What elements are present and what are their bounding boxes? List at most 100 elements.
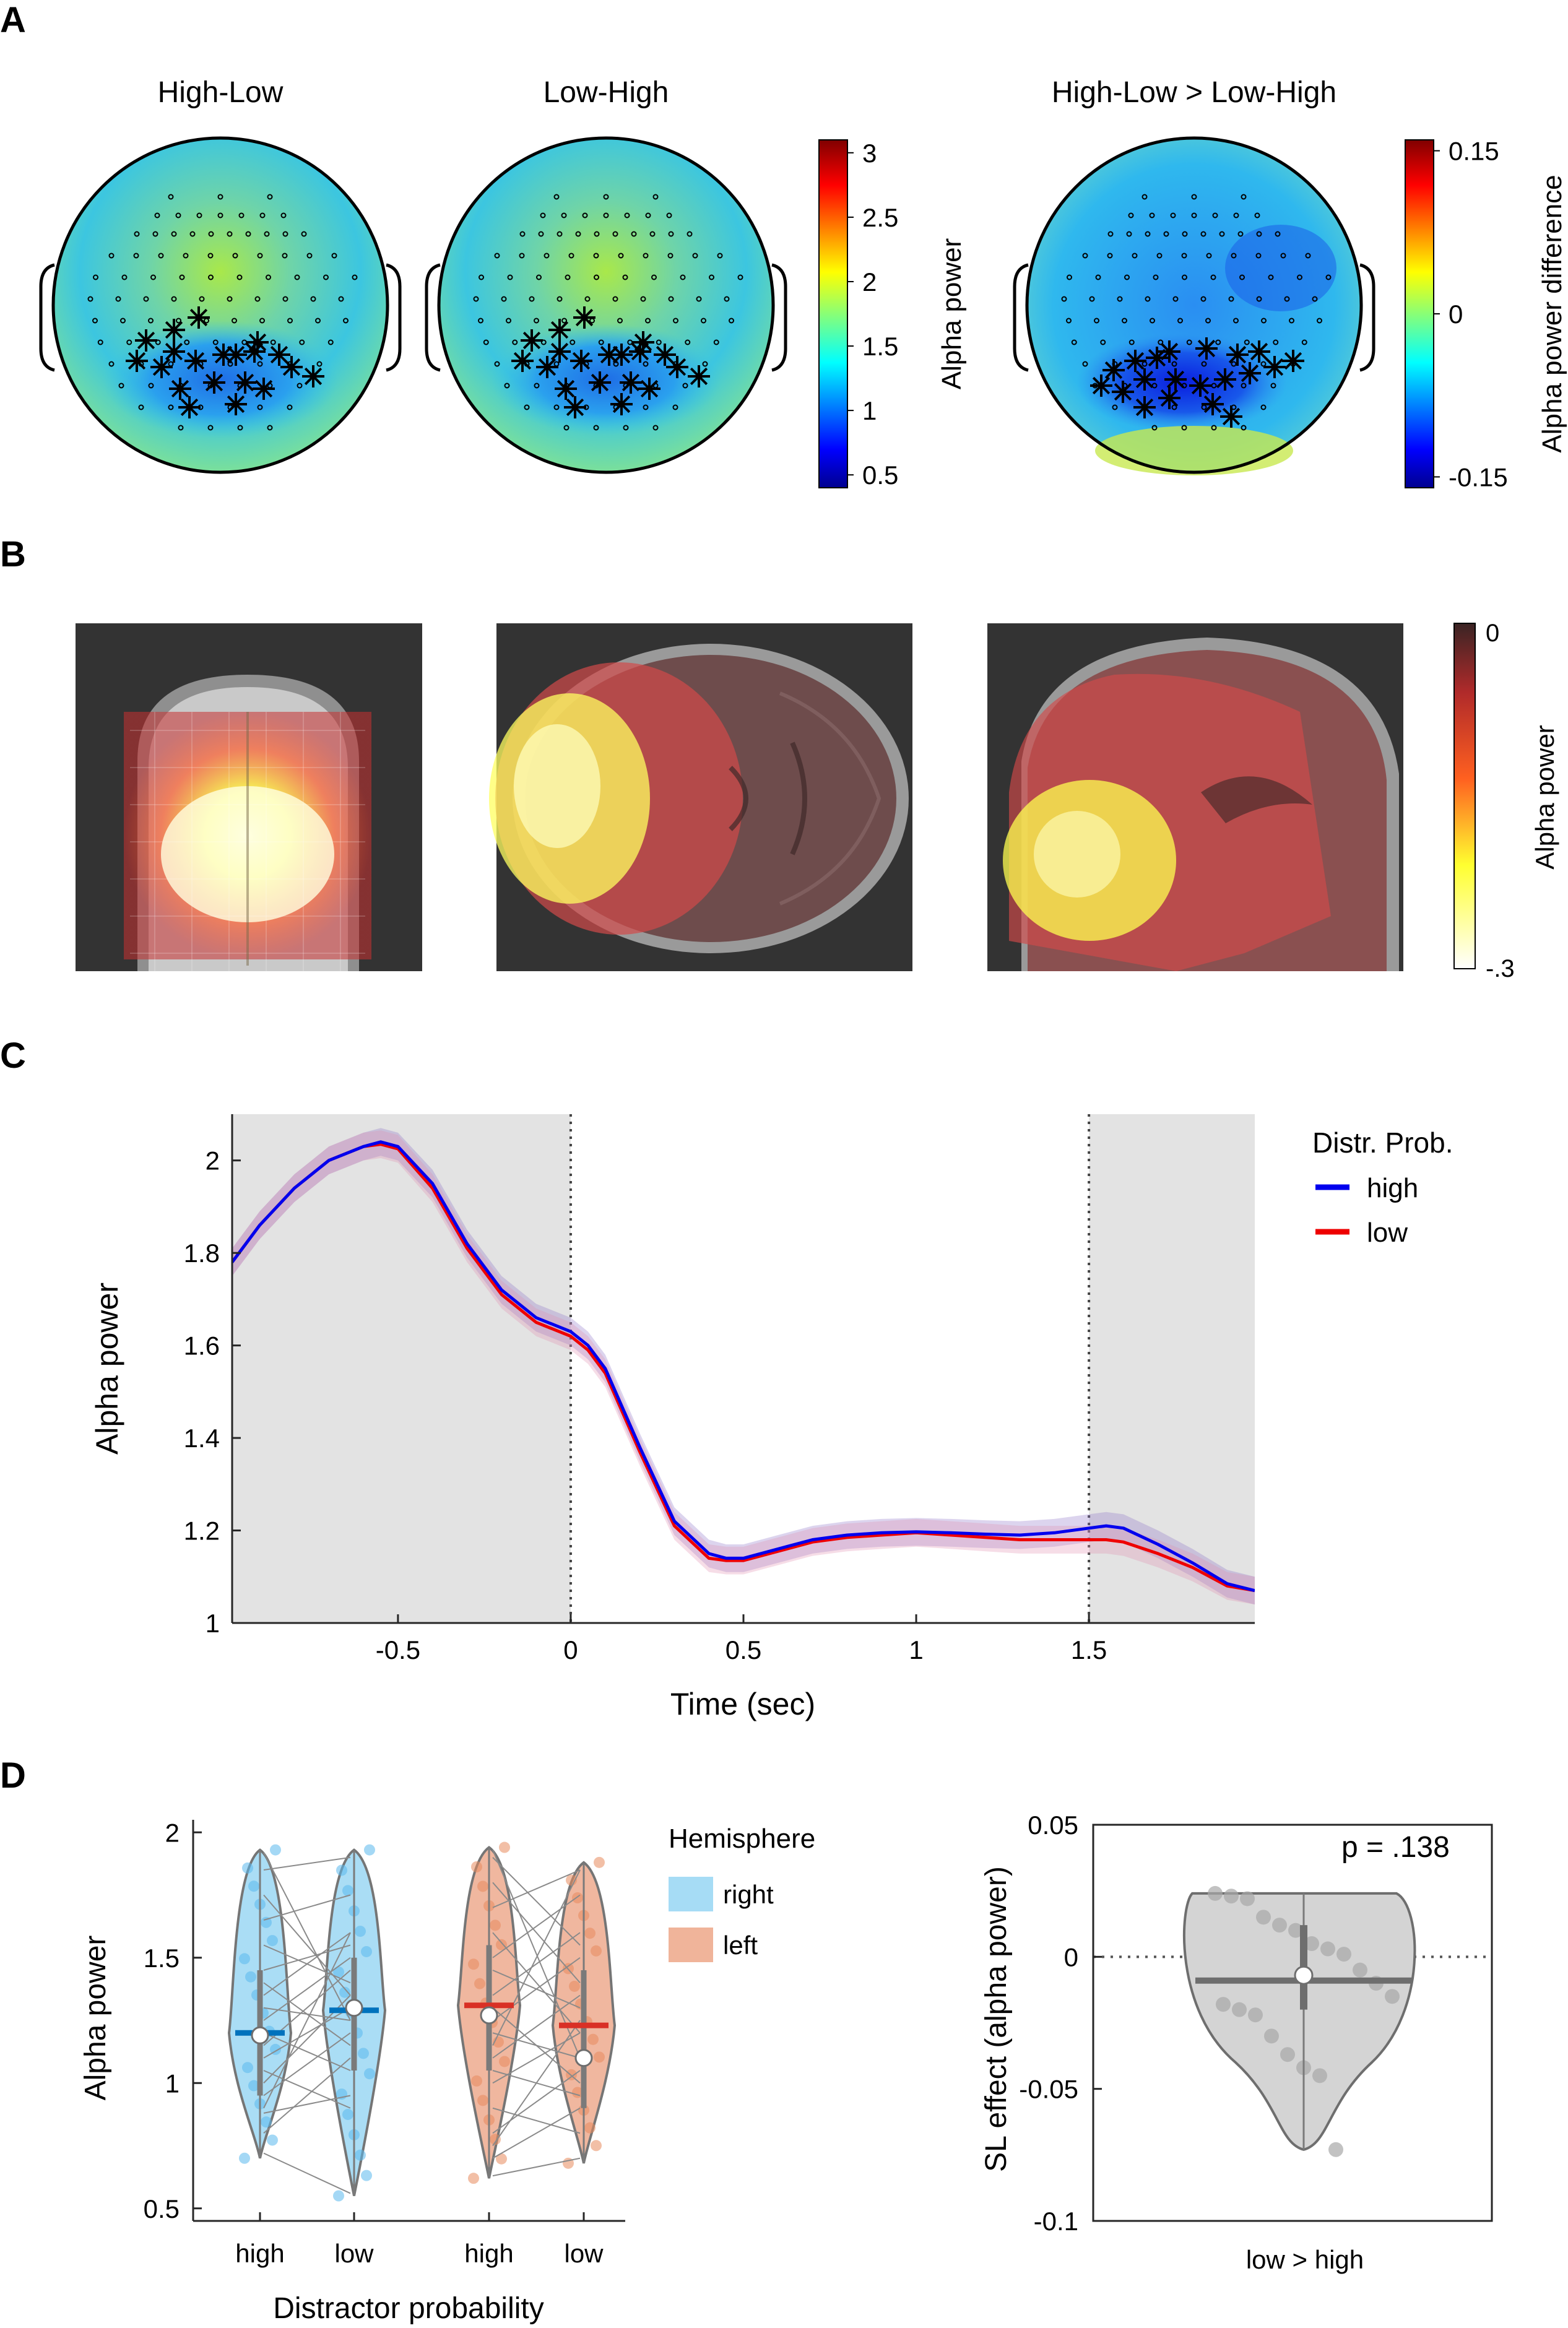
electrode-dot	[1270, 383, 1276, 389]
electrode-dot	[1241, 194, 1247, 200]
electrode-dot	[538, 231, 544, 237]
electrode-dot	[717, 253, 723, 259]
pair-line	[263, 1852, 351, 2021]
electrode-star-icon	[1214, 368, 1236, 391]
significant-electrodes	[126, 306, 324, 418]
electrode-dot	[1067, 274, 1072, 280]
electrode-dot	[287, 404, 293, 410]
electrode-dot	[1094, 318, 1099, 324]
data-point	[1280, 2047, 1295, 2062]
y-tick-label: 1	[206, 1609, 220, 1638]
y-tick-label: 2	[206, 1146, 220, 1175]
electrode-dot	[1089, 296, 1095, 302]
electrode-dot	[529, 296, 535, 302]
electrode-dot	[594, 274, 599, 280]
electrode-dot	[685, 339, 691, 345]
data-point	[267, 2134, 278, 2146]
electrode-dot	[645, 212, 651, 219]
data-point	[239, 1953, 250, 1965]
data-point	[355, 1926, 366, 1937]
electrode-dot	[154, 212, 160, 219]
electrode-dot	[266, 274, 271, 280]
colorbar-tick-label: 1	[862, 396, 877, 425]
data-point	[239, 2152, 250, 2164]
right-ear-icon	[771, 263, 787, 372]
electrode-dot	[133, 253, 139, 259]
electrode-dot	[257, 361, 263, 367]
y-tick-label: 1.2	[184, 1517, 220, 1546]
electrode-star-icon	[548, 319, 571, 341]
electrode-star-icon	[234, 371, 256, 394]
left-ear-icon	[425, 263, 441, 372]
x-tick-label: high	[235, 2239, 284, 2268]
pair-line	[263, 1894, 351, 1921]
electrode-dot	[254, 296, 261, 302]
data-point	[477, 1880, 488, 1892]
electrode-star-icon	[1263, 356, 1286, 378]
electrode-dot	[168, 404, 174, 410]
data-point	[1240, 1891, 1255, 1906]
electrode-star-icon	[150, 356, 173, 378]
electrode-dot	[668, 296, 674, 302]
electrode-dot	[506, 318, 511, 324]
significant-electrodes	[1090, 337, 1304, 428]
electrode-star-icon	[203, 371, 225, 394]
pair-line	[492, 1869, 581, 1908]
electrode-dot	[603, 194, 609, 200]
electrode-dot	[473, 296, 479, 302]
legend-label-left: left	[723, 1931, 758, 1960]
data-point	[496, 2153, 507, 2165]
y-tick-label: 0.5	[144, 2194, 180, 2223]
electrode-dot	[1212, 212, 1218, 219]
y-tick-label: 1	[165, 2069, 180, 2098]
data-point	[242, 2062, 253, 2074]
electrode-dot	[1206, 253, 1212, 259]
electrode-star-icon	[1226, 344, 1249, 366]
electrode-dot	[696, 296, 702, 302]
right-ear-icon	[1359, 263, 1375, 372]
electrode-dot	[238, 212, 245, 219]
alpha-blob	[103, 321, 338, 438]
pair-line	[263, 2032, 351, 2096]
electrode-star-icon	[212, 344, 235, 366]
electrode-dot	[282, 253, 288, 259]
y-tick-label: 1.8	[184, 1239, 220, 1268]
electrode-dot	[1219, 231, 1225, 237]
electrode-dot	[598, 339, 604, 345]
electrode-dot	[282, 296, 288, 302]
electrode-dot	[158, 253, 164, 259]
electrode-dot	[1255, 253, 1262, 259]
electrode-dot	[1231, 253, 1237, 259]
electrode-dot	[1241, 425, 1247, 431]
data-point	[1232, 2002, 1247, 2017]
electrode-star-icon	[1202, 393, 1224, 415]
data-point	[1304, 1936, 1319, 1951]
legend-title: Distr. Prob.	[1312, 1127, 1453, 1159]
electrode-dot	[138, 404, 144, 410]
topoplot-high-low	[39, 136, 402, 474]
electrode-star-icon	[1220, 405, 1242, 428]
electrode-star-icon	[135, 329, 157, 352]
electrode-dot	[1150, 318, 1155, 324]
electrode-dot	[121, 274, 128, 280]
electrode-dot	[118, 383, 124, 389]
electrode-dot	[196, 212, 202, 219]
electrode-dot	[645, 318, 651, 324]
electrode-dot	[1122, 318, 1127, 324]
right-ear-icon	[386, 263, 402, 372]
pair-line	[492, 2070, 581, 2134]
pair-line	[263, 1856, 351, 1871]
data-point	[1208, 1885, 1223, 1901]
electrode-dot	[1201, 361, 1207, 367]
electrode-dot	[257, 253, 263, 259]
electrode-dot	[237, 425, 243, 431]
x-tick-label: 1.5	[1071, 1635, 1107, 1664]
electrode-star-icon	[1248, 340, 1270, 363]
electrode-dot	[534, 318, 539, 324]
electrode-star-icon	[163, 319, 185, 341]
panel-letter-b: B	[0, 534, 26, 574]
data-point	[471, 2075, 482, 2087]
electrode-dot	[507, 274, 513, 280]
mean-marker	[345, 1999, 363, 2017]
electrode-dot	[1132, 253, 1138, 259]
